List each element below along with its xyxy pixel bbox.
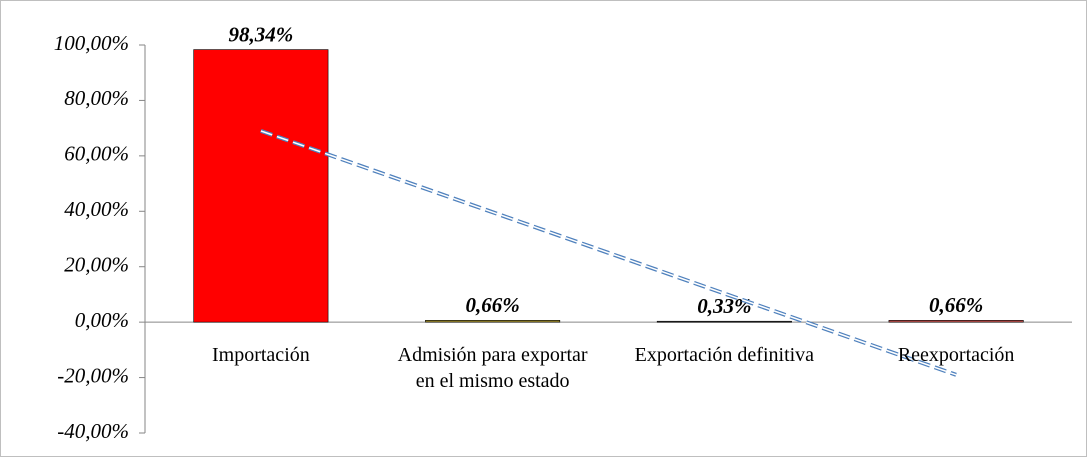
bar bbox=[888, 320, 1024, 323]
y-tick-label: 100,00% bbox=[54, 31, 129, 55]
y-tick-label: 80,00% bbox=[64, 86, 129, 110]
y-tick-label: 40,00% bbox=[64, 197, 129, 221]
value-label: 0,33% bbox=[697, 294, 751, 318]
x-tick-label: Reexportación bbox=[897, 344, 1015, 367]
bar bbox=[656, 320, 792, 323]
x-tick-label: Admisión para exportar en el mismo estad… bbox=[397, 344, 588, 393]
x-tick-label: Exportación definitiva bbox=[634, 344, 815, 367]
value-label: 0,66% bbox=[466, 293, 520, 317]
value-label: 98,34% bbox=[229, 22, 294, 46]
y-tick-label: -40,00% bbox=[57, 419, 129, 443]
x-tick-label: Importación bbox=[212, 344, 310, 367]
bar bbox=[425, 320, 561, 323]
trendline-inner bbox=[260, 130, 957, 376]
bar bbox=[193, 49, 329, 323]
y-tick-label: 60,00% bbox=[64, 142, 129, 166]
y-tick-label: 0,00% bbox=[75, 308, 129, 332]
y-tick-label: 20,00% bbox=[64, 253, 129, 277]
value-label: 0,66% bbox=[929, 293, 983, 317]
y-tick-label: -20,00% bbox=[57, 363, 129, 387]
